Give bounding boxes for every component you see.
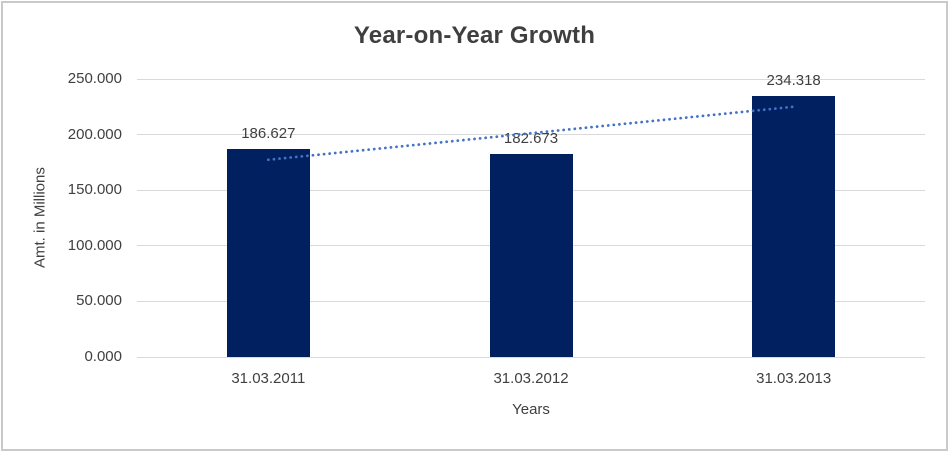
y-tick-label: 50.000: [76, 292, 122, 310]
gridline: [137, 134, 925, 136]
bar: [752, 96, 836, 357]
bar-data-label: 234.318: [766, 72, 821, 90]
gridline: [137, 78, 925, 80]
bar-data-label: 182.673: [503, 129, 559, 147]
bar-data-label: 186.627: [241, 125, 296, 143]
y-tick-label: 250.000: [67, 70, 122, 87]
bar: [489, 153, 573, 357]
plot-area: 186.627 182.673 234.318: [137, 72, 925, 358]
x-tick-label: 31.03.2011: [231, 370, 306, 387]
y-tick-label: 150.000: [67, 181, 122, 199]
trendline: [266, 105, 796, 162]
y-axis-tick-labels: 0.000 50.000 100.000 150.000 200.000 250.000: [0, 70, 130, 365]
x-tick-label: 31.03.2013: [756, 370, 832, 387]
y-tick-label: 200.000: [67, 125, 122, 143]
chart-title: Year-on-Year Growth: [353, 22, 596, 49]
x-axis-title: Years: [512, 401, 550, 418]
bar: [226, 149, 310, 357]
y-tick-label: 100.000: [67, 236, 122, 254]
x-tick-label: 31.03.2012: [493, 370, 569, 387]
y-tick-label: 0.000: [84, 348, 122, 365]
x-axis-tick-labels: 31.03.2011 31.03.2012 31.03.2013: [137, 370, 925, 390]
gridline: [137, 356, 925, 358]
